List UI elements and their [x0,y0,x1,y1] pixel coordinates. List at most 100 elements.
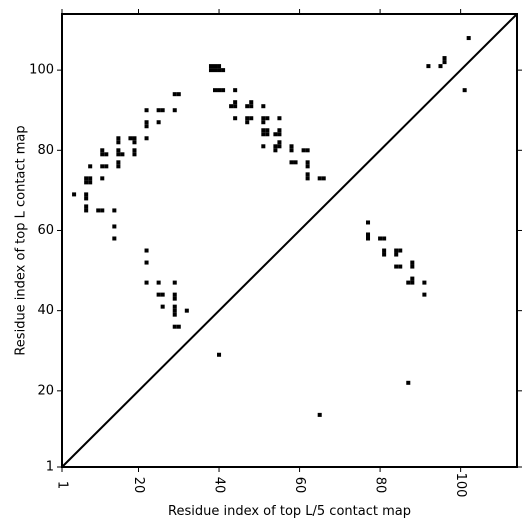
contact-cell-upper [213,64,218,69]
plot-frame [61,13,518,468]
contact-cell-upper [277,140,282,145]
contact-cell-upper [112,236,117,241]
y-tick-label: 40 [37,303,54,318]
contact-cell-upper [217,68,222,73]
contact-cell-upper [144,260,149,265]
contact-cell-upper [217,352,222,357]
contact-cell-lower [366,232,371,237]
x-axis-label: Residue index of top L/5 contact map [168,504,411,519]
contact-cell-lower [426,64,431,69]
contact-cell-upper [172,312,177,317]
contact-cell-lower [382,252,387,257]
contact-cell-upper [245,104,250,109]
contact-cell-upper [84,192,89,197]
contact-cell-upper [88,176,93,181]
contact-cell-upper [116,160,121,165]
contact-cell-lower [398,264,403,269]
contact-cell-upper [116,148,121,153]
contact-cell-lower [398,248,403,253]
contact-cell-lower [410,260,415,265]
contact-cell-upper [217,64,222,69]
contact-cell-upper [277,128,282,133]
contact-cell-upper [172,92,177,97]
contact-cell-upper [104,164,109,169]
contact-cell-lower [462,88,467,93]
contact-cell-lower [317,412,322,417]
contact-cell-upper [144,136,149,141]
contact-cell-upper [233,104,238,109]
contact-cell-lower [406,280,411,285]
contact-cell-upper [156,292,161,297]
contact-cell-lower [366,220,371,225]
contact-cell-upper [84,176,89,181]
contact-cell-upper [289,160,294,165]
contact-cell-upper [100,164,105,169]
contact-cell-upper [144,248,149,253]
x-axis-ticks: 1 20 40 60 80 100 [55,9,468,498]
contact-cell-upper [265,116,270,121]
contact-cell-upper [84,208,89,213]
contact-cell-upper [116,152,121,157]
contact-cell-upper [305,148,310,153]
contact-cell-upper [156,108,161,113]
contact-cell-upper [217,88,222,93]
contact-cell-upper [184,308,189,313]
contact-cell-upper [144,108,149,113]
y-tick-label: 80 [37,143,54,158]
contact-cell-upper [261,132,266,137]
contact-cell-upper [233,100,238,105]
contact-cell-lower [442,56,447,61]
contact-cell-upper [249,104,254,109]
contact-cell-upper [265,128,270,133]
contact-cell-upper [273,148,278,153]
contact-cell-upper [156,120,161,125]
contact-cell-upper [305,172,310,177]
contact-cell-upper [301,148,306,153]
contact-cell-upper [293,160,298,165]
contact-cell-upper [261,120,266,125]
contact-cell-upper [88,180,93,185]
contact-cell-upper [208,64,213,69]
x-tick-label: 80 [373,477,388,494]
contact-cell-upper [116,136,121,141]
contact-cell-lower [366,236,371,241]
contact-cell-upper [172,324,177,329]
diagonal-line [61,13,518,468]
contact-cell-upper [116,164,121,169]
x-tick-label: 100 [453,473,468,498]
contact-cell-upper [100,208,105,213]
contact-cell-upper [305,176,310,181]
contact-cell-lower [442,60,447,65]
contact-cell-lower [466,36,471,41]
contact-cell-upper [128,136,133,141]
contact-cell-upper [160,304,165,309]
contact-cell-upper [112,224,117,229]
contact-cell-upper [144,280,149,285]
contact-cell-lower [378,236,383,241]
contact-cell-upper [112,208,117,213]
contact-cell-upper [144,120,149,125]
contact-cell-upper [273,144,278,149]
contact-cell-upper [132,148,137,153]
contact-cell-lower [410,264,415,269]
contact-cell-upper [176,92,181,97]
contact-cell-upper [84,204,89,209]
contact-cell-upper [261,104,266,109]
x-tick-label: 20 [131,477,146,494]
contact-cell-upper [116,140,121,145]
x-tick-label: 60 [292,477,307,494]
contact-cell-upper [144,124,149,129]
contact-cell-lower [422,292,427,297]
y-tick-label: 60 [37,223,54,238]
contact-cell-upper [277,144,282,149]
contact-cell-upper [88,164,93,169]
contact-cell-upper [176,324,181,329]
contact-cell-upper [233,116,238,121]
contact-cell-upper [72,192,77,197]
contact-cell-upper [120,152,125,157]
contact-cell-upper [221,68,226,73]
contact-cell-upper [172,292,177,297]
contact-cell-lower [394,248,399,253]
contact-cell-upper [273,132,278,137]
contact-cell-upper [208,68,213,73]
